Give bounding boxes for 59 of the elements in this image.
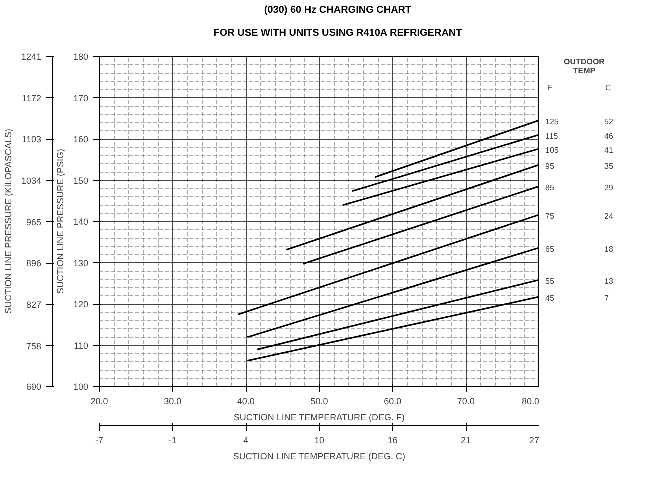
- x-tick-label: 80.0: [522, 396, 540, 406]
- text: 7: [604, 294, 610, 303]
- series-label: 55: [546, 277, 555, 286]
- series-label: 65: [546, 244, 555, 254]
- text: F: [548, 84, 552, 92]
- y2-tick-label: 1172: [22, 93, 42, 104]
- x-tick-label: 60.0: [384, 396, 402, 406]
- y2-tick-label: 1034: [21, 176, 42, 186]
- y-tick-label: 110: [74, 340, 89, 351]
- series-label: 115: [546, 132, 559, 141]
- y-tick-label: 150: [73, 176, 89, 186]
- x2-tick-label: -7: [96, 436, 104, 446]
- y-tick-label: 130: [73, 258, 89, 268]
- text: 24: [604, 212, 614, 221]
- y2-tick-label: 1103: [22, 134, 42, 145]
- series-label: 75: [546, 212, 555, 221]
- y2-tick-label: 758: [26, 341, 42, 352]
- text: 29: [604, 183, 614, 192]
- series-label: 125: [546, 117, 560, 126]
- y2-tick-label: 690: [26, 382, 42, 392]
- y-tick-label: 100: [73, 382, 89, 392]
- x2-tick-label: 21: [461, 436, 472, 446]
- y2-tick-label: 965: [26, 217, 42, 228]
- series-label: 95: [546, 162, 555, 171]
- x2-tick-label: 16: [388, 436, 398, 446]
- x2-tick-label: 27: [529, 436, 540, 446]
- series-label: 105: [546, 146, 560, 155]
- chart-subtitle: FOR USE WITH UNITS USING R410A REFRIGERANT: [214, 28, 462, 39]
- x-tick-label: 40.0: [237, 396, 255, 406]
- x2-tick-label: 4: [244, 436, 249, 446]
- y2-tick-label: 1241: [21, 52, 42, 62]
- x2-axis-title: SUCTION LINE TEMPERATURE (DEG. C): [233, 452, 406, 462]
- text: 46: [604, 132, 614, 141]
- x2-tick-label: -1: [168, 436, 177, 446]
- y2-axis-title: SUCTION LINE PRESSURE (KILOPASCALS): [3, 129, 14, 314]
- y-axis-title: SUCTION LINE PRESSURE (PSIG): [55, 148, 66, 294]
- text: C: [606, 84, 612, 92]
- x-axis-title: SUCTION LINE TEMPERATURE (DEG. F): [234, 412, 406, 422]
- y-tick-label: 160: [73, 134, 89, 144]
- y2-tick-label: 896: [26, 258, 42, 269]
- x2-tick-label: 10: [314, 436, 325, 446]
- x-tick-label: 50.0: [310, 396, 328, 406]
- x-tick-label: 30.0: [164, 396, 182, 406]
- chart-title: (030) 60 Hz CHARGING CHART: [264, 5, 412, 16]
- y-tick-label: 180: [73, 52, 89, 62]
- text: 35: [604, 162, 614, 171]
- x-tick-label: 70.0: [457, 396, 475, 406]
- text: 41: [604, 146, 614, 155]
- y-tick-label: 120: [73, 300, 89, 310]
- series-label: 45: [546, 294, 555, 303]
- series-label: 85: [546, 183, 555, 192]
- text: 52: [604, 117, 614, 126]
- text: 18: [604, 244, 614, 254]
- x-tick-label: 20.0: [90, 396, 108, 406]
- y2-tick-label: 827: [26, 300, 42, 310]
- text: 13: [604, 277, 614, 286]
- y-tick-label: 170: [73, 93, 89, 104]
- y-tick-label: 140: [73, 217, 89, 227]
- legend-title: OUTDOOR TEMP: [564, 58, 606, 76]
